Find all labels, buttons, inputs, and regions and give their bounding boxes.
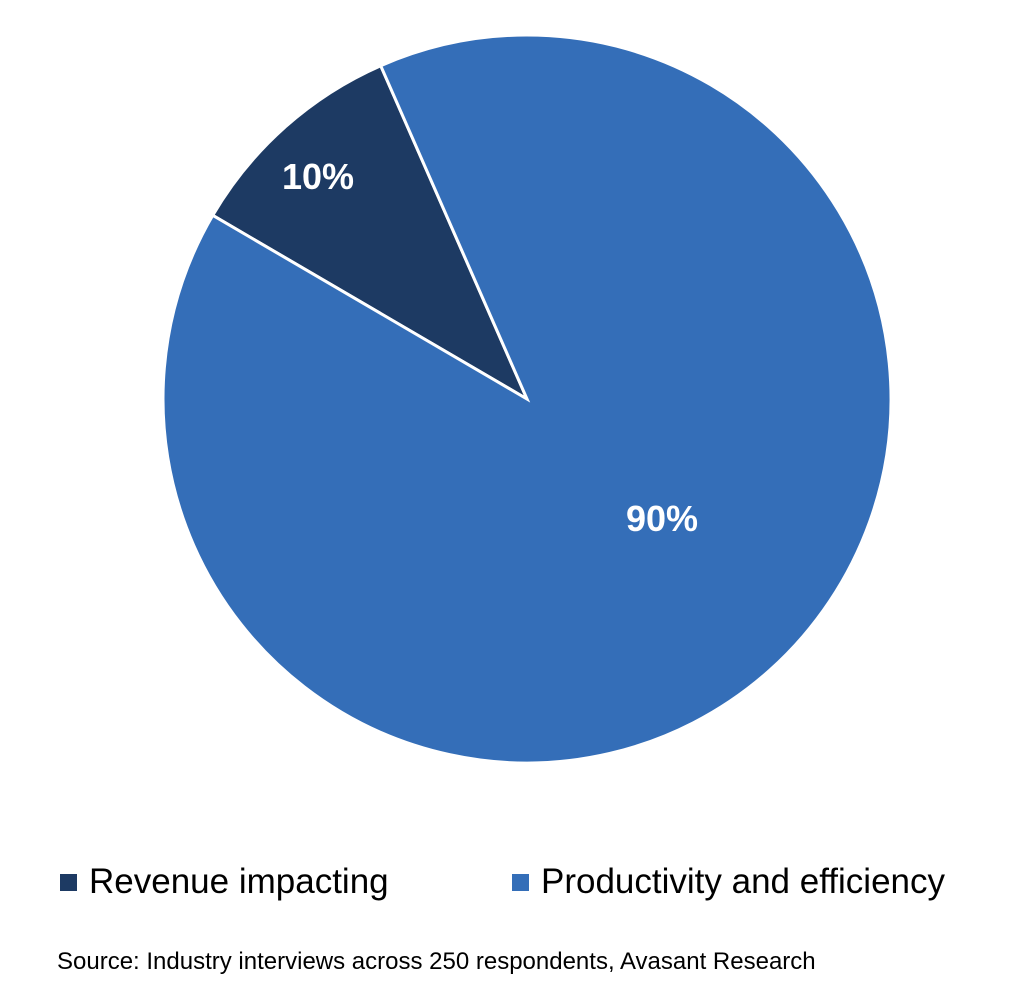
legend-label-revenue: Revenue impacting	[89, 862, 389, 901]
pie-slice-productivity-and-efficiency	[161, 33, 893, 765]
legend-item-revenue: Revenue impacting	[60, 862, 389, 902]
data-label-productivity-and-efficiency: 90%	[626, 498, 698, 539]
pie-slice-revenue-impacting	[210, 63, 531, 403]
legend-label-productivity: Productivity and efficiency	[541, 862, 946, 901]
legend: Revenue impacting Productivity and effic…	[0, 862, 1030, 912]
source-note: Source: Industry interviews across 250 r…	[57, 948, 816, 975]
legend-swatch-productivity	[512, 873, 529, 891]
legend-item-productivity: Productivity and efficiency	[512, 862, 945, 902]
data-label-revenue-impacting: 10%	[282, 156, 354, 197]
pie-chart: 10% 90%	[161, 33, 893, 765]
legend-swatch-revenue	[60, 873, 77, 891]
